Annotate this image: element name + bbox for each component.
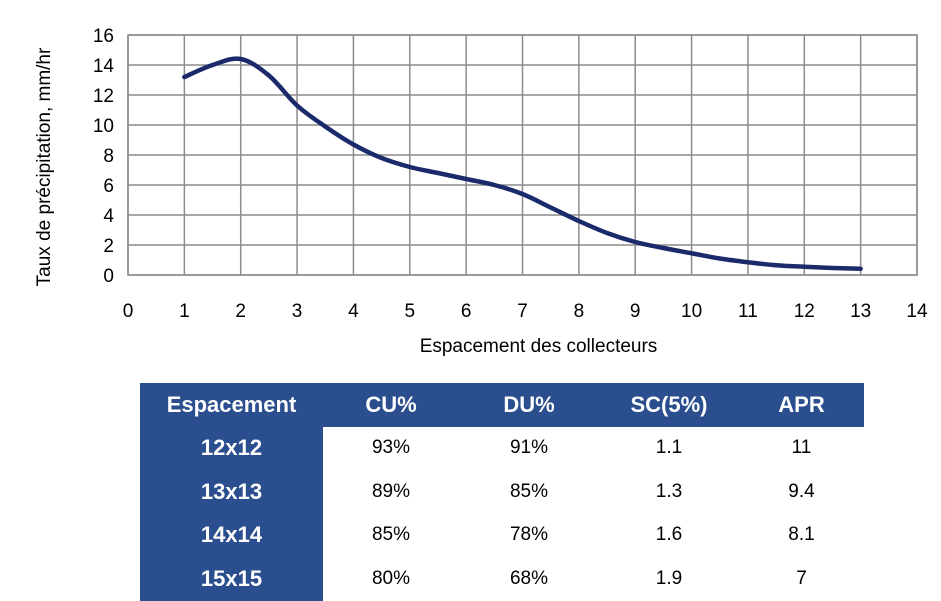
- table-header-cell: Espacement: [140, 383, 323, 427]
- x-tick-label: 12: [794, 301, 815, 322]
- y-tick-label: 6: [103, 176, 114, 197]
- table-row: 14x14 85% 78% 1.6 8.1: [140, 513, 864, 557]
- x-tick-label: 11: [738, 301, 758, 322]
- x-axis-title: Espacement des collecteurs: [420, 336, 658, 357]
- x-tick-label: 1: [179, 301, 190, 322]
- x-tick-label: 9: [630, 301, 641, 322]
- y-tick-label: 12: [93, 86, 114, 107]
- table-header-cell: APR: [739, 383, 864, 427]
- table-header-row: Espacement CU% DU% SC(5%) APR: [140, 383, 864, 427]
- table-header-cell: CU%: [323, 383, 459, 427]
- y-tick-label: 0: [103, 266, 114, 287]
- table-cell: 91%: [459, 426, 599, 470]
- table-cell: 85%: [323, 513, 459, 557]
- table-cell: 1.9: [599, 557, 739, 601]
- table-cell: 7: [739, 557, 864, 601]
- table-cell: 93%: [323, 426, 459, 470]
- table-cell: 11: [739, 426, 864, 470]
- x-tick-label: 5: [404, 301, 415, 322]
- y-tick-label: 8: [103, 146, 114, 167]
- y-tick-label: 16: [93, 26, 114, 47]
- x-tick-label: 6: [461, 301, 472, 322]
- table-cell: 89%: [323, 470, 459, 514]
- chart-svg: 0 1 2 3 4 5 6 7 8 9 10 11 12 13 140246810121416Espacem…: [34, 26, 928, 357]
- table-cell: 68%: [459, 557, 599, 601]
- table-cell: 1.1: [599, 426, 739, 470]
- y-tick-label: 14: [93, 56, 115, 77]
- table-header-cell: DU%: [459, 383, 599, 427]
- series-line: [182, 56, 863, 271]
- table-cell: 9.4: [739, 470, 864, 514]
- row-label: 12x12: [140, 426, 323, 470]
- table-cell: 8.1: [739, 513, 864, 557]
- x-tick-label: 0: [123, 301, 134, 322]
- table-cell: 80%: [323, 557, 459, 601]
- table-cell: 78%: [459, 513, 599, 557]
- y-tick-label: 10: [93, 116, 114, 137]
- table-row: 15x15 80% 68% 1.9 7: [140, 557, 864, 601]
- table-header-cell: SC(5%): [599, 383, 739, 427]
- chart: 0 1 2 3 4 5 6 7 8 9 10 11 12 13 14 0 2 4 6 8 10 12 14 16 Espacem…: [34, 26, 928, 357]
- table-row: 12x12 93% 91% 1.1 11: [140, 426, 864, 470]
- table-cell: 1.6: [599, 513, 739, 557]
- x-tick-label: 2: [235, 301, 246, 322]
- x-tick-label: 4: [348, 301, 359, 322]
- x-tick-label: 3: [292, 301, 303, 322]
- x-tick-label: 13: [850, 301, 871, 322]
- data-table: Espacement CU% DU% SC(5%) APR 12x12 93% …: [140, 383, 864, 601]
- x-tick-label: 10: [681, 301, 702, 322]
- y-tick-label: 4: [103, 206, 114, 227]
- table-row: 13x13 89% 85% 1.3 9.4: [140, 470, 864, 514]
- row-label: 15x15: [140, 557, 323, 601]
- plot-border: [127, 34, 918, 276]
- x-tick-label: 7: [517, 301, 528, 322]
- row-label: 14x14: [140, 513, 323, 557]
- table-cell: 1.3: [599, 470, 739, 514]
- x-tick-label: 8: [574, 301, 585, 322]
- y-tick-label: 2: [103, 236, 114, 257]
- x-tick-label: 14: [906, 301, 928, 322]
- y-axis-title: Taux de précipitation, mm/hr: [34, 47, 55, 286]
- table-cell: 85%: [459, 470, 599, 514]
- row-label: 13x13: [140, 470, 323, 514]
